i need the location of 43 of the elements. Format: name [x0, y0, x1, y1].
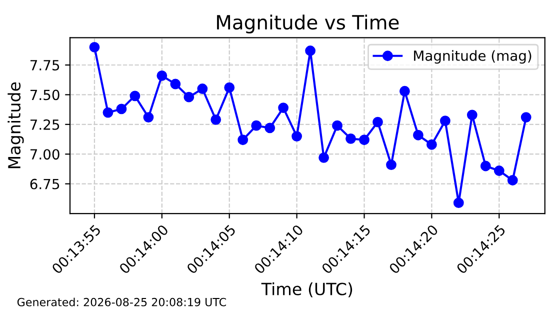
point	[278, 102, 289, 113]
point	[466, 110, 478, 120]
point	[156, 70, 168, 81]
point	[346, 133, 356, 144]
point	[480, 160, 491, 172]
point	[143, 112, 154, 122]
point	[305, 46, 316, 56]
point	[130, 90, 140, 102]
y-tick-label: 7.50	[30, 90, 60, 100]
point	[332, 120, 342, 131]
point	[89, 42, 100, 52]
point	[440, 116, 450, 126]
y-tick-label: 7.00	[30, 149, 60, 160]
point	[224, 82, 235, 93]
point	[170, 78, 181, 90]
point	[494, 166, 504, 176]
y-axis-title: Magnitude	[8, 82, 24, 168]
point	[116, 104, 127, 114]
x-axis-title: Time (UTC)	[261, 282, 352, 298]
point	[359, 134, 370, 146]
point	[318, 152, 330, 163]
legend-label: Magnitude (mag)	[414, 50, 532, 64]
chart-title: Magnitude vs Time	[217, 14, 399, 34]
point	[210, 114, 222, 125]
point	[184, 92, 194, 102]
y-tick-label: 6.75	[30, 178, 60, 190]
point	[197, 84, 208, 94]
point	[453, 198, 464, 208]
point	[399, 86, 410, 96]
text: Generated: 2026-08-25 20:08:19 UTC	[17, 298, 226, 306]
point	[386, 160, 396, 170]
point	[238, 134, 248, 146]
point	[372, 116, 383, 128]
point	[292, 131, 302, 142]
point	[412, 130, 424, 140]
point	[507, 175, 518, 186]
y-tick-label: 7.25	[30, 119, 60, 130]
point	[426, 139, 437, 150]
point	[264, 122, 276, 134]
point	[520, 112, 532, 122]
point	[251, 120, 262, 131]
y-tick-label: 7.75	[30, 60, 60, 70]
point	[102, 107, 114, 118]
